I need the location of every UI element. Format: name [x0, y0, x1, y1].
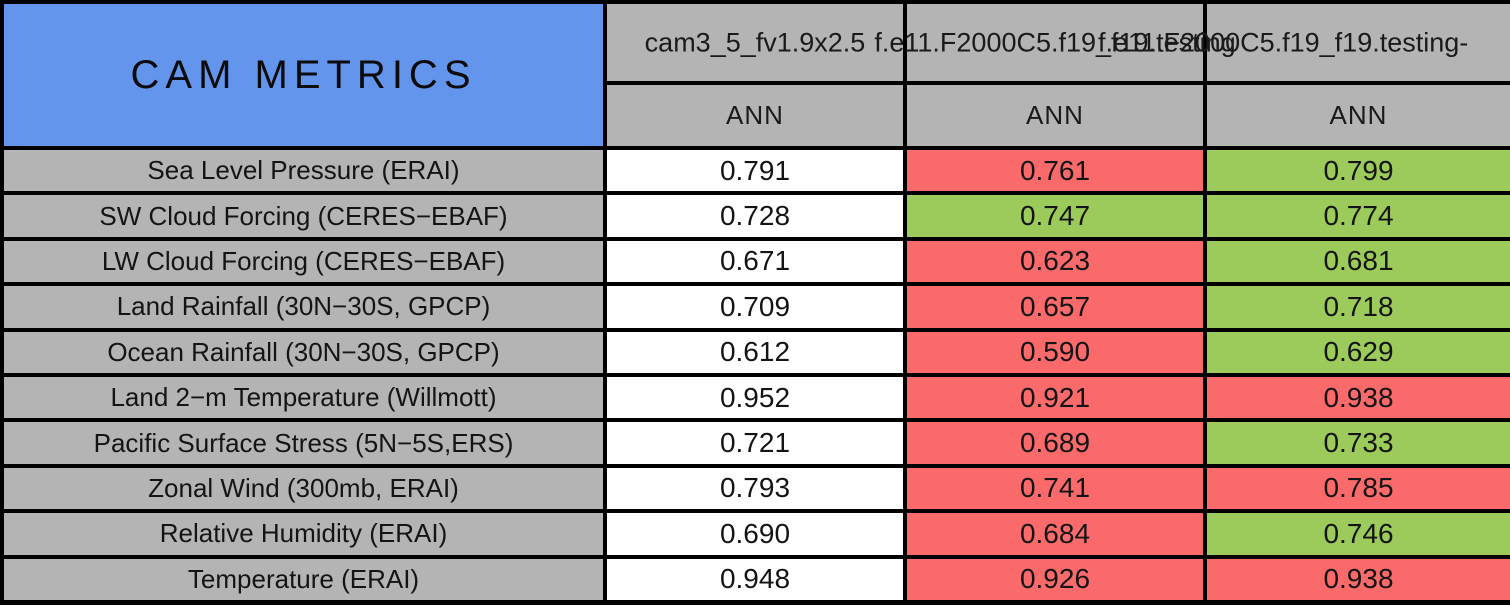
table-title-cell: CAM METRICS [4, 4, 603, 146]
metric-value: 0.671 [607, 240, 903, 283]
metric-value: 0.948 [607, 558, 903, 600]
metric-value: 0.938 [1207, 558, 1510, 600]
metric-value: 0.689 [907, 422, 1203, 464]
metric-value: 0.718 [1207, 286, 1510, 328]
metric-value: 0.590 [907, 331, 1203, 373]
season-header-cell-2: ANN [907, 85, 1203, 146]
metric-value: 0.690 [607, 513, 903, 555]
metric-value: 0.793 [607, 467, 903, 510]
metric-value: 0.921 [907, 376, 1203, 419]
metric-value: 0.774 [1207, 195, 1510, 237]
metric-label: LW Cloud Forcing (CERES−EBAF) [4, 240, 603, 283]
metric-label: Sea Level Pressure (ERAI) [4, 150, 603, 192]
metric-value: 0.799 [1207, 150, 1510, 192]
metric-value: 0.952 [607, 376, 903, 419]
metric-label: Land 2−m Temperature (Willmott) [4, 376, 603, 419]
metric-value: 0.728 [607, 195, 903, 237]
metric-label: Temperature (ERAI) [4, 558, 603, 600]
metric-label: Zonal Wind (300mb, ERAI) [4, 467, 603, 510]
metric-label: Relative Humidity (ERAI) [4, 513, 603, 555]
season-header-cell-3: ANN [1207, 85, 1510, 146]
run-header-cell-3 [1207, 4, 1510, 81]
metric-value: 0.747 [907, 195, 1203, 237]
season-header-cell-1: ANN [607, 85, 903, 146]
metric-value: 0.623 [907, 240, 1203, 283]
metric-value: 0.746 [1207, 513, 1510, 555]
metric-value: 0.657 [907, 286, 1203, 328]
metric-value: 0.791 [607, 150, 903, 192]
metric-value: 0.709 [607, 286, 903, 328]
metric-label: Land Rainfall (30N−30S, GPCP) [4, 286, 603, 328]
metric-value: 0.938 [1207, 376, 1510, 419]
metric-value: 0.761 [907, 150, 1203, 192]
metric-value: 0.629 [1207, 331, 1510, 373]
metric-label: Pacific Surface Stress (5N−5S,ERS) [4, 422, 603, 464]
metric-value: 0.612 [607, 331, 903, 373]
metric-value: 0.741 [907, 467, 1203, 510]
run-header-cell-1 [607, 4, 903, 81]
metric-value: 0.926 [907, 558, 1203, 600]
metric-value: 0.733 [1207, 422, 1510, 464]
metric-label: SW Cloud Forcing (CERES−EBAF) [4, 195, 603, 237]
metric-label: Ocean Rainfall (30N−30S, GPCP) [4, 331, 603, 373]
metric-value: 0.721 [607, 422, 903, 464]
metric-value: 0.681 [1207, 240, 1510, 283]
metric-value: 0.684 [907, 513, 1203, 555]
run-header-cell-2 [907, 4, 1203, 81]
metric-value: 0.785 [1207, 467, 1510, 510]
